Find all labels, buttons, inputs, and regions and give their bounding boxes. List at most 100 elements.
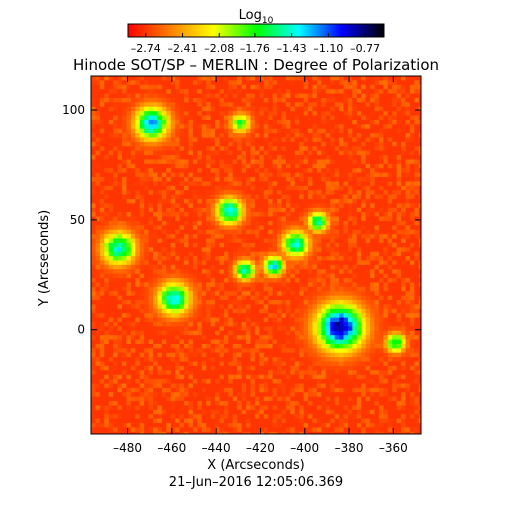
- heatmap-cell: [339, 124, 345, 130]
- heatmap-cell: [308, 203, 314, 209]
- heatmap-cell: [192, 317, 198, 323]
- heatmap-cell: [405, 352, 411, 358]
- heatmap-cell: [418, 343, 421, 349]
- heatmap-cell: [268, 256, 274, 262]
- heatmap-cell: [215, 313, 221, 319]
- heatmap-cell: [250, 225, 256, 231]
- heatmap-cell: [383, 278, 389, 284]
- heatmap-cell: [254, 168, 260, 174]
- heatmap-cell: [423, 151, 428, 156]
- heatmap-cell: [144, 295, 150, 301]
- heatmap-cell: [144, 137, 150, 143]
- heatmap-cell: [166, 102, 172, 108]
- heatmap-cell: [303, 97, 309, 103]
- heatmap-cell: [259, 84, 265, 90]
- heatmap-cell: [232, 141, 238, 147]
- heatmap-cell: [316, 216, 322, 222]
- heatmap-cell: [356, 308, 362, 314]
- heatmap-cell: [126, 198, 132, 204]
- heatmap-cell: [108, 84, 114, 90]
- heatmap-cell: [223, 137, 229, 143]
- heatmap-cell: [184, 185, 190, 191]
- heatmap-cell: [303, 256, 309, 262]
- heatmap-cell: [197, 313, 203, 319]
- heatmap-cell: [272, 326, 278, 332]
- heatmap-cell: [113, 203, 119, 209]
- heatmap-cell: [215, 172, 221, 178]
- heatmap-cell: [91, 335, 97, 341]
- heatmap-cell: [294, 247, 300, 253]
- heatmap-cell: [108, 146, 114, 152]
- heatmap-cell: [325, 106, 331, 112]
- heatmap-cell: [241, 159, 247, 165]
- heatmap-cell: [272, 260, 278, 266]
- heatmap-cell: [312, 330, 318, 336]
- heatmap-cell: [130, 317, 136, 323]
- heatmap-cell: [104, 225, 110, 231]
- heatmap-cell: [184, 194, 190, 200]
- heatmap-cell: [201, 89, 207, 95]
- heatmap-cell: [325, 251, 331, 257]
- heatmap-cell: [294, 185, 300, 191]
- heatmap-cell: [401, 203, 407, 209]
- heatmap-cell: [392, 93, 398, 99]
- heatmap-cell: [157, 128, 163, 134]
- heatmap-cell: [201, 352, 207, 358]
- heatmap-cell: [365, 89, 371, 95]
- heatmap-cell: [108, 260, 114, 266]
- heatmap-cell: [325, 185, 331, 191]
- heatmap-cell: [383, 198, 389, 204]
- heatmap-cell: [343, 242, 349, 248]
- heatmap-cell: [232, 357, 238, 363]
- heatmap-cell: [268, 251, 274, 257]
- heatmap-cell: [223, 168, 229, 174]
- heatmap-cell: [303, 326, 309, 332]
- heatmap-cell: [334, 133, 340, 139]
- heatmap-cell: [157, 291, 163, 297]
- heatmap-cell: [272, 247, 278, 253]
- heatmap-cell: [299, 225, 305, 231]
- heatmap-cell: [409, 84, 415, 90]
- heatmap-cell: [263, 203, 269, 209]
- heatmap-cell: [157, 229, 163, 235]
- heatmap-cell: [188, 155, 194, 161]
- heatmap-cell: [104, 286, 110, 292]
- heatmap-cell: [308, 313, 314, 319]
- heatmap-cell: [91, 313, 97, 319]
- heatmap-cell: [370, 348, 376, 354]
- heatmap-cell: [144, 251, 150, 257]
- heatmap-cell: [192, 216, 198, 222]
- heatmap-cell: [153, 212, 159, 218]
- heatmap-cell: [250, 124, 256, 130]
- heatmap-cell: [387, 234, 393, 240]
- heatmap-cell: [148, 190, 154, 196]
- heatmap-cell: [321, 247, 327, 253]
- heatmap-cell: [166, 225, 172, 231]
- heatmap-cell: [108, 133, 114, 139]
- heatmap-cell: [232, 97, 238, 103]
- heatmap-cell: [91, 326, 97, 332]
- heatmap-cell: [192, 300, 198, 306]
- heatmap-cell: [272, 295, 278, 301]
- heatmap-cell: [188, 198, 194, 204]
- heatmap-cell: [334, 343, 340, 349]
- heatmap-cell: [418, 247, 421, 253]
- heatmap-cell: [352, 150, 358, 156]
- heatmap-cell: [210, 247, 216, 253]
- heatmap-cell: [259, 225, 265, 231]
- heatmap-cell: [378, 256, 384, 262]
- heatmap-cell: [232, 194, 238, 200]
- heatmap-cell: [175, 159, 181, 165]
- heatmap-cell: [339, 256, 345, 262]
- heatmap-cell: [401, 212, 407, 218]
- heatmap-cell: [237, 133, 243, 139]
- heatmap-cell: [161, 89, 167, 95]
- heatmap-cell: [219, 317, 225, 323]
- heatmap-cell: [188, 229, 194, 235]
- heatmap-cell: [228, 163, 234, 169]
- heatmap-cell: [201, 348, 207, 354]
- heatmap-cell: [423, 243, 428, 248]
- heatmap-cell: [126, 264, 132, 270]
- heatmap-cell: [122, 146, 128, 152]
- heatmap-cell: [325, 146, 331, 152]
